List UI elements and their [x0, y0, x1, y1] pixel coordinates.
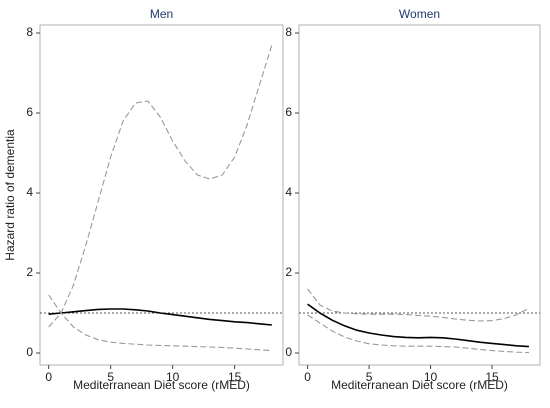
x-tick-label: 0: [45, 370, 52, 384]
x-tick-label: 15: [228, 370, 242, 384]
plot-frame: [298, 24, 541, 366]
y-tick-label: 2: [26, 265, 33, 279]
y-axis-label: Hazard ratio of dementia: [3, 129, 17, 261]
series-line: [48, 294, 272, 352]
series-line: [307, 288, 530, 322]
y-tick-label: 6: [285, 105, 292, 119]
y-tick-label: 4: [26, 185, 33, 199]
y-tick-label: 2: [285, 265, 292, 279]
y-tick-label: 0: [26, 345, 33, 359]
x-axis-label: Mediterranean Diet score (rMED): [331, 378, 508, 392]
series-line: [307, 314, 529, 354]
y-tick-label: 8: [26, 25, 33, 39]
x-tick-label: 10: [166, 370, 180, 384]
y-tick-label: 4: [285, 185, 292, 199]
panel-title: Women: [399, 7, 440, 21]
series-line: [307, 303, 529, 348]
x-axis-label: Mediterranean Diet score (rMED): [73, 378, 250, 392]
x-tick-label: 10: [424, 370, 438, 384]
series-line: [48, 308, 272, 326]
y-tick-label: 0: [285, 345, 292, 359]
x-tick-label: 5: [366, 370, 373, 384]
x-tick-label: 5: [107, 370, 114, 384]
plot-frame: [39, 24, 284, 366]
x-tick-label: 15: [485, 370, 499, 384]
x-tick-label: 0: [304, 370, 311, 384]
y-tick-label: 6: [26, 105, 33, 119]
panel-title: Men: [150, 7, 173, 21]
series-line: [48, 44, 273, 328]
y-tick-label: 8: [285, 25, 292, 39]
